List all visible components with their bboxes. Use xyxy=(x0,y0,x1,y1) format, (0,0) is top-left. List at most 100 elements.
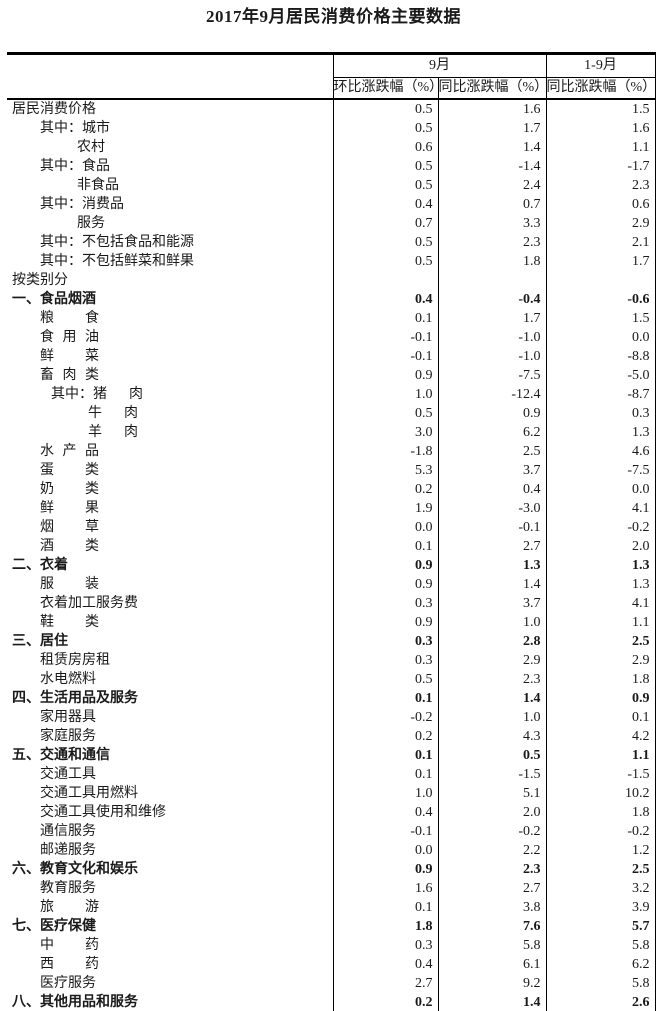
value-mom: 0.5 xyxy=(332,404,438,423)
value-ytd: 2.9 xyxy=(545,651,656,670)
value-ytd: 2.5 xyxy=(545,632,656,651)
row-label-text: 蛋类 xyxy=(40,463,99,478)
value-mom: 0.1 xyxy=(332,689,438,708)
row-label-text: 西药 xyxy=(40,957,99,972)
value-mom: 0.3 xyxy=(332,651,438,670)
row-label: 租赁房房租 xyxy=(40,653,110,668)
table-row: 租赁房房租 0.3 2.9 2.9 xyxy=(7,651,656,670)
table-row: 四、生活用品及服务 0.1 1.4 0.9 xyxy=(7,689,656,708)
row-label: 西药 xyxy=(7,955,333,974)
table-row: 非食品 0.5 2.4 2.3 xyxy=(7,176,656,195)
value-ytd: 1.2 xyxy=(545,841,656,860)
row-label: 其中：消费品 xyxy=(40,197,124,212)
value-yoy xyxy=(437,271,546,290)
table-row: 酒类 0.1 2.7 2.0 xyxy=(7,537,656,556)
row-label: 服装 xyxy=(7,575,333,594)
table-row: 一、食品烟酒 0.4 -0.4 -0.6 xyxy=(7,290,656,309)
value-yoy: 2.3 xyxy=(437,670,546,689)
row-label-text: 水产品 xyxy=(40,444,99,459)
value-mom: 0.4 xyxy=(332,955,438,974)
table-row: 医疗服务 2.7 9.2 5.8 xyxy=(7,974,656,993)
row-label: 蛋类 xyxy=(7,461,333,480)
table-row: 其中：城市 0.5 1.7 1.6 xyxy=(7,119,656,138)
value-yoy: 2.3 xyxy=(437,233,546,252)
value-mom: 0.7 xyxy=(332,214,438,233)
value-ytd: 5.8 xyxy=(545,974,656,993)
value-mom: 0.1 xyxy=(332,309,438,328)
value-ytd: 0.0 xyxy=(545,328,656,347)
value-mom: 0.1 xyxy=(332,537,438,556)
row-label: 五、交通和通信 xyxy=(12,748,110,763)
cpi-table: 9月 1-9月 环比涨跌幅（%） 同比涨跌幅（%） 同比涨跌幅（%） 居民消费价… xyxy=(7,52,656,1011)
value-yoy: -0.2 xyxy=(437,822,546,841)
value-mom: -0.1 xyxy=(332,822,438,841)
table-row: 畜肉类 0.9 -7.5 -5.0 xyxy=(7,366,656,385)
value-ytd: 1.1 xyxy=(545,746,656,765)
value-mom: 0.1 xyxy=(332,765,438,784)
value-yoy: 2.4 xyxy=(437,176,546,195)
row-label: 水产品 xyxy=(7,442,333,461)
table-row: 其中：不包括鲜菜和鲜果 0.5 1.8 1.7 xyxy=(7,252,656,271)
row-label: 通信服务 xyxy=(40,824,96,839)
value-mom: 3.0 xyxy=(332,423,438,442)
value-mom: 0.5 xyxy=(332,157,438,176)
value-ytd: 3.9 xyxy=(545,898,656,917)
value-mom: 1.6 xyxy=(332,879,438,898)
value-yoy: -1.5 xyxy=(437,765,546,784)
value-yoy: 1.4 xyxy=(437,138,546,157)
table-row: 邮递服务 0.0 2.2 1.2 xyxy=(7,841,656,860)
value-yoy: -0.1 xyxy=(437,518,546,537)
row-label: 医疗服务 xyxy=(40,976,96,991)
row-label-text: 奶类 xyxy=(40,482,99,497)
row-label: 教育服务 xyxy=(40,881,96,896)
value-ytd: 2.0 xyxy=(545,537,656,556)
value-yoy: 2.0 xyxy=(437,803,546,822)
row-label: 一、食品烟酒 xyxy=(12,292,96,307)
value-mom: -1.8 xyxy=(332,442,438,461)
value-mom: 0.2 xyxy=(332,727,438,746)
value-yoy: 3.7 xyxy=(437,461,546,480)
row-label-text: 鲜菜 xyxy=(40,349,99,364)
value-yoy: 1.6 xyxy=(437,99,546,119)
table-row: 交通工具使用和维修 0.4 2.0 1.8 xyxy=(7,803,656,822)
value-mom: 5.3 xyxy=(332,461,438,480)
table-row: 奶类 0.2 0.4 0.0 xyxy=(7,480,656,499)
value-mom: 0.4 xyxy=(332,803,438,822)
table-header: 9月 1-9月 环比涨跌幅（%） 同比涨跌幅（%） 同比涨跌幅（%） xyxy=(7,53,656,100)
row-label-text: 鲜果 xyxy=(40,501,99,516)
table-row: 三、居住 0.3 2.8 2.5 xyxy=(7,632,656,651)
value-ytd: 2.5 xyxy=(545,860,656,879)
table-row: 通信服务 -0.1 -0.2 -0.2 xyxy=(7,822,656,841)
row-label: 二、衣着 xyxy=(12,558,68,573)
table-row: 食用油 -0.1 -1.0 0.0 xyxy=(7,328,656,347)
value-ytd: 2.1 xyxy=(545,233,656,252)
row-label: 食用油 xyxy=(7,328,333,347)
value-ytd: -1.5 xyxy=(545,765,656,784)
table-row: 水电燃料 0.5 2.3 1.8 xyxy=(7,670,656,689)
table-row: 其中：猪肉 1.0 -12.4 -8.7 xyxy=(7,385,656,404)
row-label: 其中：不包括鲜菜和鲜果 xyxy=(40,254,194,269)
row-label: 其中：猪肉 xyxy=(51,387,143,402)
value-mom: -0.2 xyxy=(332,708,438,727)
row-label-text: 鞋类 xyxy=(40,615,99,630)
value-ytd: 6.2 xyxy=(545,955,656,974)
value-mom xyxy=(332,271,438,290)
value-yoy: 4.3 xyxy=(437,727,546,746)
table-row: 服务 0.7 3.3 2.9 xyxy=(7,214,656,233)
value-mom: 0.9 xyxy=(332,860,438,879)
value-mom: 0.2 xyxy=(332,993,438,1011)
row-label: 其中：食品 xyxy=(40,159,110,174)
value-yoy: -0.4 xyxy=(437,290,546,309)
value-ytd: 1.5 xyxy=(545,99,656,119)
value-yoy: 0.7 xyxy=(437,195,546,214)
table-row: 七、医疗保健 1.8 7.6 5.7 xyxy=(7,917,656,936)
value-yoy: 2.8 xyxy=(437,632,546,651)
value-yoy: -12.4 xyxy=(437,385,546,404)
row-label: 七、医疗保健 xyxy=(12,919,96,934)
row-label: 中药 xyxy=(7,936,333,955)
table-row: 交通工具 0.1 -1.5 -1.5 xyxy=(7,765,656,784)
value-yoy: 2.7 xyxy=(437,537,546,556)
table-row: 其中：不包括食品和能源 0.5 2.3 2.1 xyxy=(7,233,656,252)
value-ytd xyxy=(545,271,656,290)
table-row: 烟草 0.0 -0.1 -0.2 xyxy=(7,518,656,537)
